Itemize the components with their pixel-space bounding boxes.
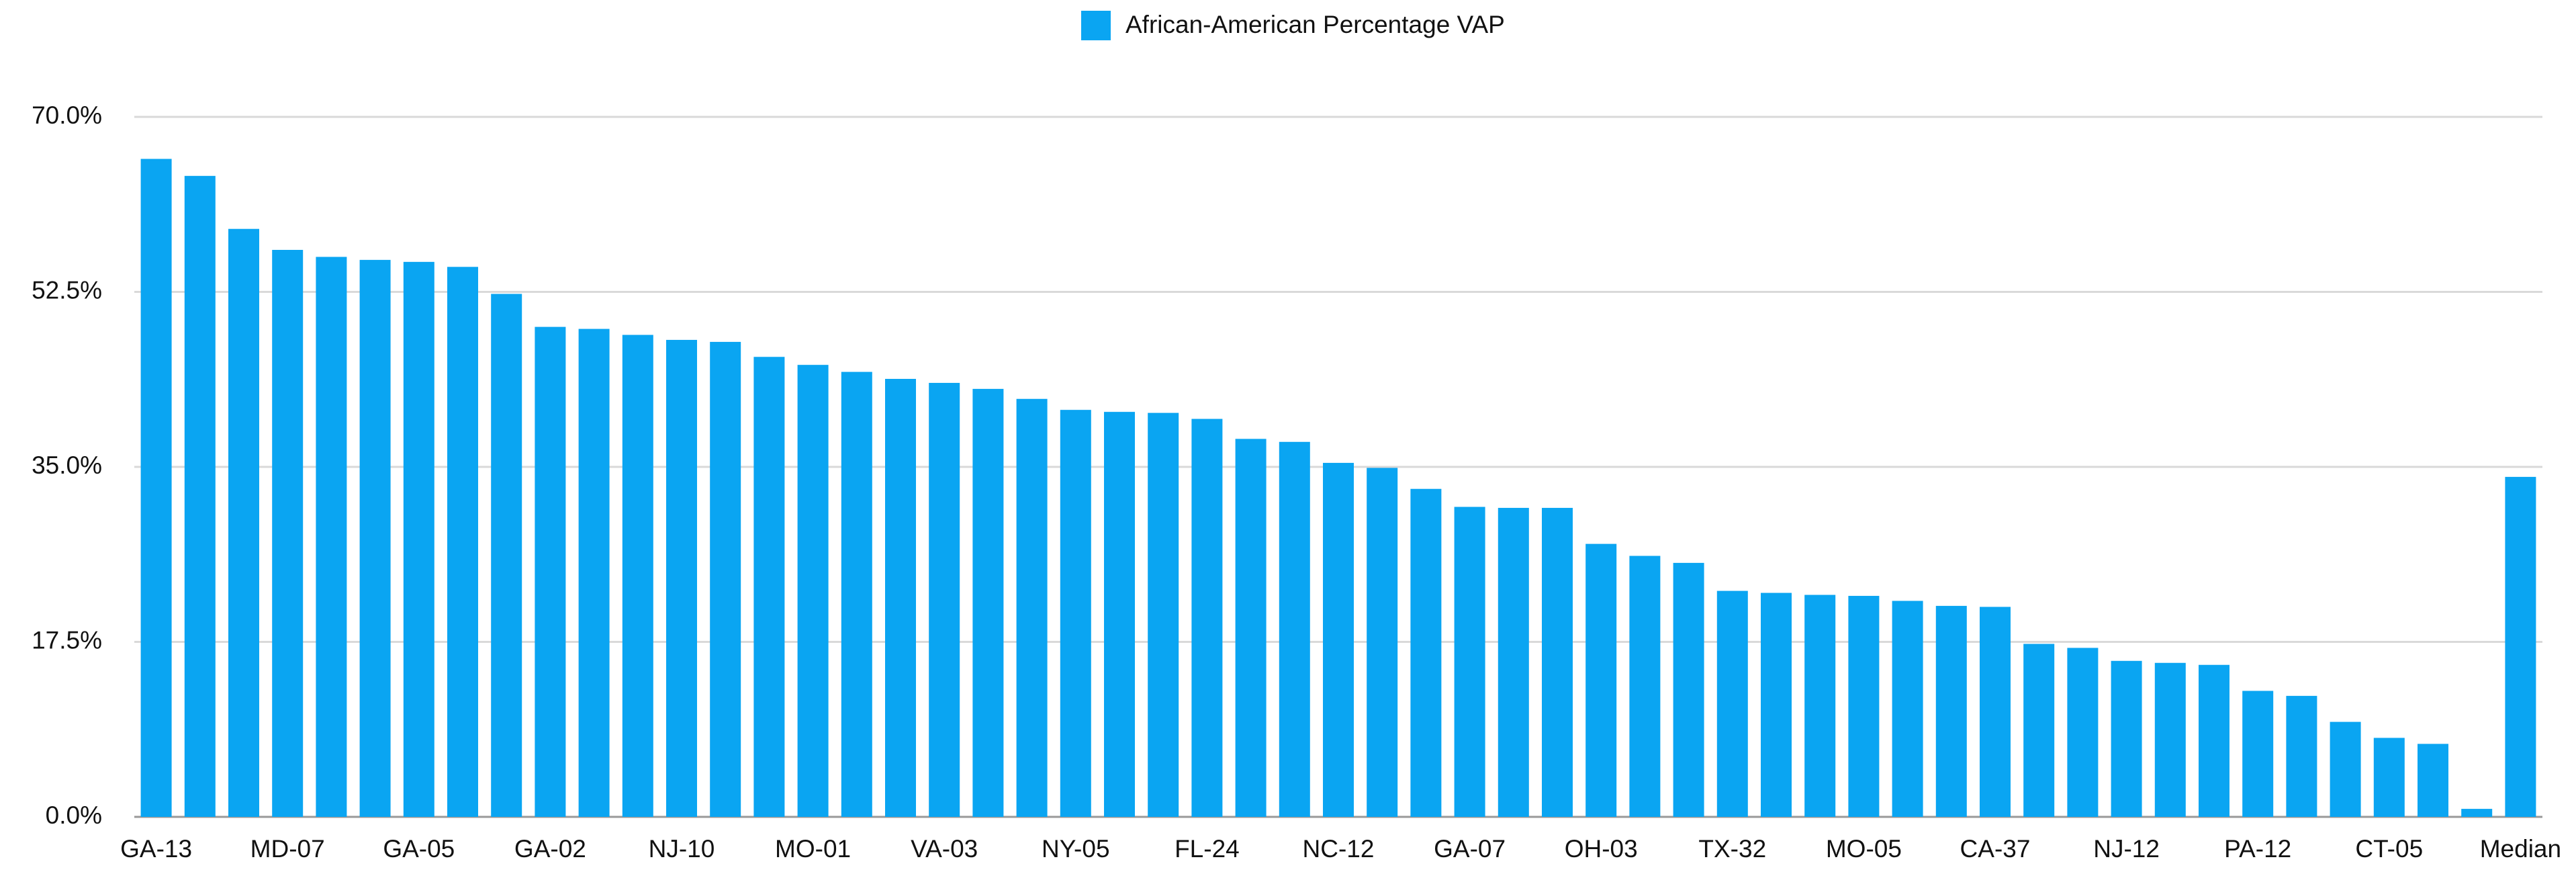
bar: [228, 228, 259, 818]
bar: [753, 357, 785, 817]
bar: [622, 335, 653, 818]
bar: [1761, 592, 1792, 817]
legend-swatch: [1081, 11, 1111, 40]
bar: [1410, 488, 1442, 817]
bar: [797, 365, 829, 817]
x-tick-label: GA-13: [120, 835, 192, 863]
bar: [1367, 468, 1398, 817]
bar: [2111, 660, 2142, 817]
bar: [140, 159, 172, 817]
x-tick-label: MO-05: [1826, 835, 1902, 863]
bar: [666, 339, 697, 817]
bar: [184, 175, 216, 818]
bar: [1016, 398, 1048, 817]
bar: [1279, 441, 1310, 817]
bar: [2286, 695, 2317, 817]
x-tick-label: MO-01: [775, 835, 851, 863]
bar: [2023, 644, 2055, 817]
bar: [1629, 556, 1661, 817]
bar: [841, 371, 872, 817]
bar: [2373, 738, 2405, 817]
bar: [1585, 543, 1617, 817]
bar: [972, 388, 1004, 817]
bar: [2330, 721, 2361, 817]
bar: [1892, 601, 1923, 817]
bar: [1542, 508, 1573, 817]
x-tick-label: OH-03: [1565, 835, 1638, 863]
x-tick-label: CA-37: [1960, 835, 2031, 863]
x-tick-label: PA-12: [2224, 835, 2291, 863]
bar: [359, 259, 391, 817]
x-tick-label: NJ-10: [649, 835, 715, 863]
bar: [2154, 662, 2186, 817]
bar: [578, 328, 610, 817]
bar: [403, 261, 434, 817]
x-tick-label: FL-24: [1175, 835, 1240, 863]
bar: [1104, 412, 1135, 817]
x-tick-label: Median: [2480, 835, 2561, 863]
bar: [1191, 419, 1223, 817]
bar: [2461, 809, 2493, 817]
y-tick-label: 52.5%: [32, 276, 102, 304]
bar: [929, 382, 960, 817]
bar: [2067, 648, 2099, 817]
y-tick-label: 0.0%: [46, 801, 102, 829]
bar: [885, 379, 916, 817]
bar: [1804, 595, 1836, 817]
bar: [1235, 439, 1267, 817]
bar: [1980, 607, 2011, 817]
y-tick-label: 70.0%: [32, 101, 102, 129]
x-tick-label: NJ-12: [2093, 835, 2160, 863]
bar: [2199, 664, 2229, 817]
x-tick-label: NY-05: [1042, 835, 1109, 863]
bar: [2505, 476, 2536, 817]
bar: [1148, 412, 1179, 817]
bar: [1060, 410, 1091, 817]
bar: [2242, 691, 2274, 817]
bar: [535, 326, 566, 818]
bar: [447, 267, 478, 817]
bar: [1673, 562, 1704, 817]
y-tick-label: 17.5%: [32, 626, 102, 654]
x-tick-label: VA-03: [911, 835, 978, 863]
bar: [316, 257, 347, 817]
bar: [491, 294, 522, 817]
x-tick-label: GA-07: [1434, 835, 1506, 863]
x-tick-label: MD-07: [250, 835, 325, 863]
bar: [1716, 590, 1748, 817]
bar: [1454, 507, 1485, 817]
y-tick-label: 35.0%: [32, 451, 102, 479]
x-tick-label: GA-05: [383, 835, 455, 863]
x-tick-label: CT-05: [2355, 835, 2423, 863]
bar: [1848, 596, 1880, 817]
legend-label: African-American Percentage VAP: [1125, 11, 1505, 38]
x-tick-label: TX-32: [1698, 835, 1766, 863]
bar: [1935, 605, 1967, 817]
bar: [2418, 744, 2448, 817]
x-tick-label: GA-02: [514, 835, 586, 863]
bar: [710, 341, 741, 817]
bar: [272, 249, 304, 818]
bar: [1498, 508, 1529, 817]
x-tick-label: NC-12: [1303, 835, 1375, 863]
bar: [1323, 463, 1354, 817]
